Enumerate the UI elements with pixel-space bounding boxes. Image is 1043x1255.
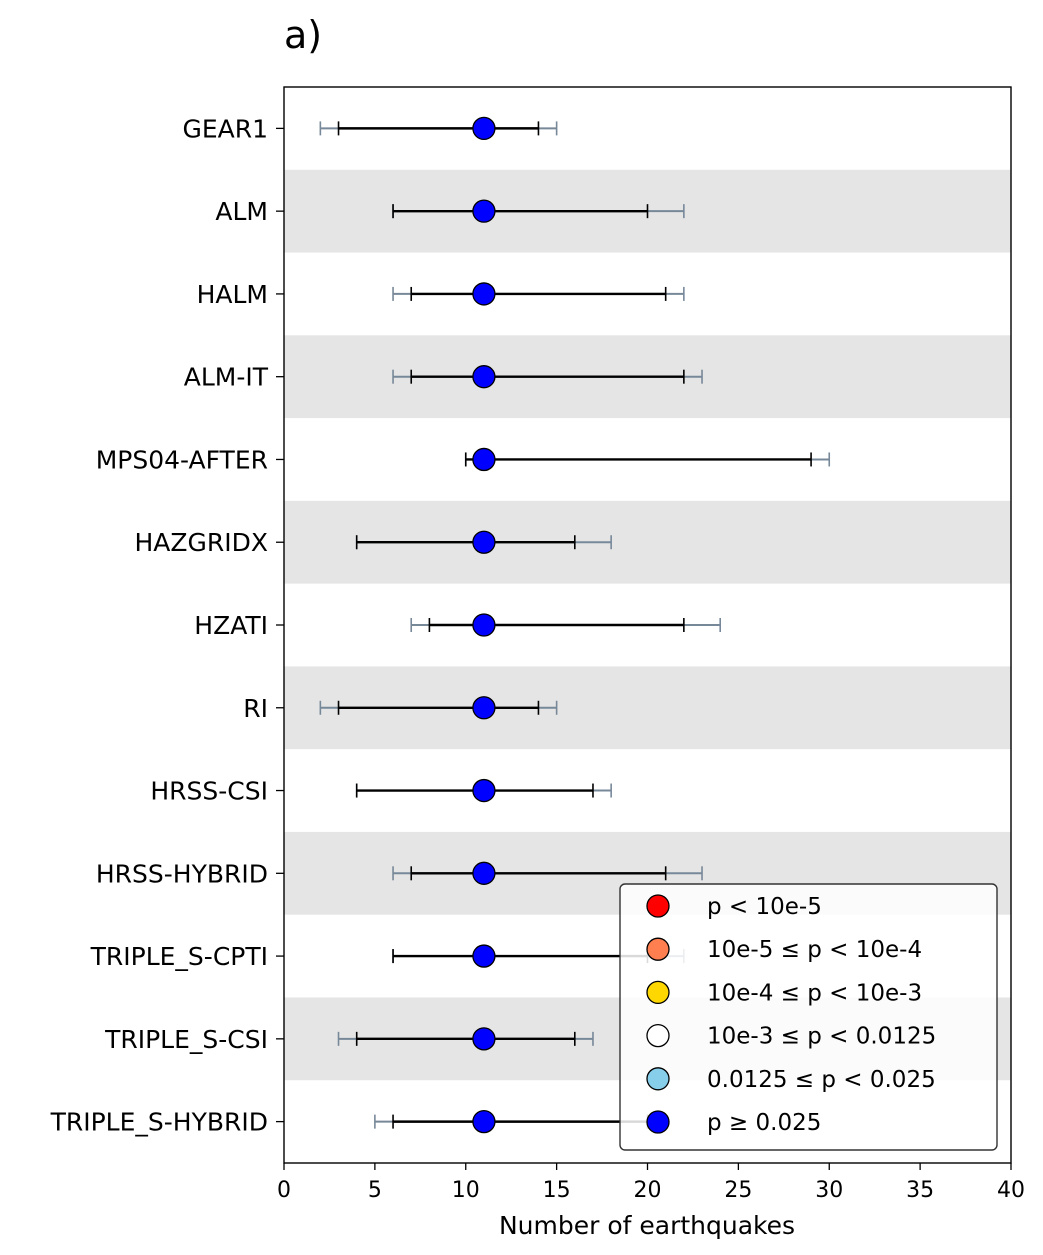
observed-marker [472,696,496,720]
observed-marker [472,1109,496,1134]
error-bars [319,121,831,1129]
y-tick-label: HZATI [194,611,268,640]
legend-marker [646,937,670,961]
markers [472,116,496,1134]
legend-label: 10e-3 ≤ p < 0.0125 [707,1024,936,1050]
y-tick-label: GEAR1 [182,114,268,143]
y-tick-label: HALM [197,280,268,309]
legend-marker [646,1067,670,1091]
legend-label: 10e-4 ≤ p < 10e-3 [707,980,922,1006]
y-tick-label: ALM-IT [184,363,269,392]
legend-label: 10e-5 ≤ p < 10e-4 [707,937,922,963]
legend-marker [646,980,670,1005]
y-tick-label: HRSS-CSI [150,777,268,806]
legend-marker [646,1110,670,1134]
observed-marker [472,861,496,885]
legend-label: p < 10e-5 [707,894,822,920]
x-tick-label: 35 [906,1178,934,1203]
observed-marker [472,199,496,223]
y-tick-label: TRIPLE_S-HYBRID [50,1108,268,1137]
y-tick-label: RI [243,694,268,723]
x-tick-label: 25 [724,1178,752,1203]
observed-marker [472,116,496,141]
panel-label: a) [284,13,322,57]
observed-marker [472,778,496,803]
legend-marker [646,894,670,918]
observed-marker [472,944,496,968]
x-tick-label: 5 [368,1178,382,1203]
observed-marker [472,447,496,472]
legend-label: 0.0125 ≤ p < 0.025 [707,1067,936,1093]
x-tick-label: 20 [634,1178,662,1203]
x-tick-label: 15 [543,1178,571,1203]
x-tick-label: 10 [452,1178,480,1203]
y-tick-label: MPS04-AFTER [96,445,268,474]
x-tick-label: 0 [277,1178,291,1203]
y-tick-label: ALM [215,197,268,226]
observed-marker [472,1027,496,1051]
observed-marker [472,613,496,637]
x-tick-label: 30 [815,1178,843,1203]
legend-box [619,883,998,1151]
legend: p < 10e-5 10e-5 ≤ p < 10e-4 10e-4 ≤ p < 10… [619,883,998,1151]
y-axis: GEAR1 ALM HALM ALM-IT MPS04-AFTER HAZGRIDX HZA… [50,114,284,1137]
x-axis-title: Number of earthquakes [499,1211,795,1240]
legend-marker [646,1023,670,1048]
y-tick-label: TRIPLE_S-CSI [104,1025,268,1054]
x-axis: 0 5 10 15 20 25 30 35 40 [277,1163,1025,1203]
observed-marker [472,365,496,389]
y-tick-label: HRSS-HYBRID [96,859,268,888]
y-tick-label: HAZGRIDX [134,528,268,557]
observed-marker [472,530,496,554]
x-tick-label: 40 [997,1178,1025,1203]
y-tick-label: TRIPLE_S-CPTI [90,942,268,971]
observed-marker [472,282,496,306]
legend-label: p ≥ 0.025 [707,1110,821,1136]
